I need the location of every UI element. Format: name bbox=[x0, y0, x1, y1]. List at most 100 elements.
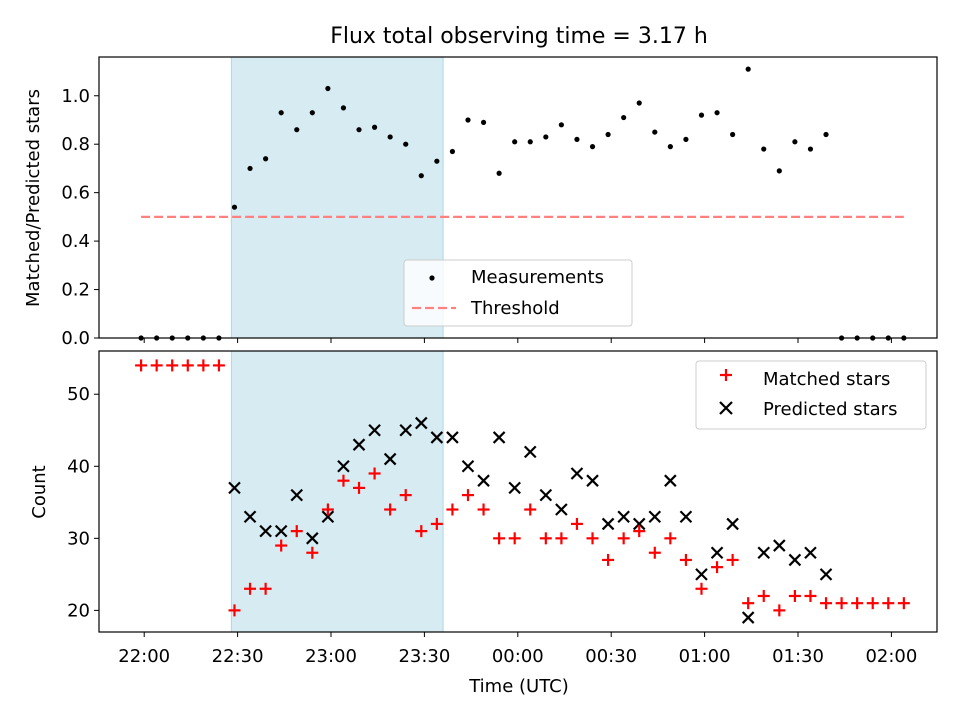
matched-star-point bbox=[306, 546, 319, 559]
matched-star-point bbox=[384, 503, 397, 516]
bottom-y-tick-label: 20 bbox=[67, 600, 90, 621]
predicted-star-point bbox=[306, 532, 319, 545]
measurement-point bbox=[776, 168, 782, 174]
measurement-point bbox=[263, 156, 269, 162]
predicted-star-point bbox=[383, 452, 397, 466]
predicted-star-point bbox=[555, 503, 568, 516]
measurement-point bbox=[761, 146, 767, 152]
top-y-tick-label: 0.0 bbox=[61, 328, 90, 349]
predicted-star-stroke bbox=[632, 517, 646, 531]
x-tick-label: 01:30 bbox=[772, 646, 824, 667]
matched-star-point bbox=[275, 539, 288, 552]
matched-star-point bbox=[679, 553, 692, 566]
measurement-point bbox=[418, 173, 424, 179]
legend-measurements-label: Measurements bbox=[471, 267, 604, 288]
measurement-point bbox=[589, 144, 596, 150]
matched-star-point bbox=[570, 517, 583, 530]
predicted-star-stroke bbox=[804, 546, 817, 560]
predicted-star-point bbox=[368, 423, 381, 437]
matched-star-point bbox=[586, 532, 599, 545]
matched-star-point bbox=[788, 589, 801, 602]
bottom-y-tick-label: 40 bbox=[67, 456, 90, 477]
measurement-point bbox=[512, 139, 518, 145]
predicted-star-point bbox=[664, 474, 677, 487]
x-tick-label: 23:00 bbox=[305, 646, 357, 667]
predicted-star-stroke bbox=[773, 539, 786, 552]
predicted-star-stroke bbox=[539, 488, 553, 502]
predicted-star-stroke bbox=[368, 423, 381, 437]
matched-star-point bbox=[477, 503, 490, 516]
matched-star-point bbox=[244, 582, 257, 595]
matched-star-point bbox=[555, 532, 568, 545]
measurement-point bbox=[636, 100, 642, 106]
legend-matched-label: Matched stars bbox=[763, 369, 890, 390]
legend-threshold-label: Threshold bbox=[470, 298, 560, 319]
predicted-star-point bbox=[430, 431, 444, 444]
predicted-star-stroke bbox=[555, 503, 568, 516]
predicted-star-stroke bbox=[477, 474, 490, 487]
x-tick-label: 22:30 bbox=[212, 646, 264, 667]
measurement-point bbox=[465, 117, 471, 123]
matched-star-point bbox=[228, 604, 241, 617]
predicted-star-point bbox=[259, 524, 272, 538]
measurement-point bbox=[403, 141, 409, 147]
matched-star-point bbox=[321, 503, 334, 516]
predicted-star-stroke bbox=[726, 517, 739, 531]
predicted-star-stroke bbox=[617, 510, 630, 523]
predicted-star-stroke bbox=[601, 517, 615, 531]
matched-star-point bbox=[757, 589, 770, 602]
matched-star-point bbox=[633, 525, 646, 538]
predicted-star-point bbox=[243, 510, 257, 523]
matched-star-point bbox=[368, 467, 381, 480]
x-tick-label: 22:00 bbox=[118, 646, 170, 667]
predicted-star-point bbox=[804, 546, 817, 560]
matched-star-point bbox=[212, 359, 225, 372]
predicted-star-stroke bbox=[741, 611, 755, 624]
predicted-star-point bbox=[741, 611, 755, 624]
matched-star-point bbox=[835, 597, 848, 610]
matched-star-point bbox=[695, 582, 708, 595]
matched-star-point bbox=[711, 561, 724, 574]
predicted-star-point bbox=[321, 510, 335, 523]
predicted-star-stroke bbox=[492, 431, 506, 444]
measurement-point bbox=[278, 110, 284, 116]
matched-star-point bbox=[866, 597, 879, 610]
predicted-star-stroke bbox=[508, 481, 521, 495]
predicted-star-stroke bbox=[695, 568, 708, 581]
predicted-star-point bbox=[399, 423, 412, 437]
predicted-star-stroke bbox=[415, 416, 428, 430]
measurement-point bbox=[480, 119, 487, 126]
matched-star-point bbox=[197, 359, 210, 372]
predicted-star-point bbox=[679, 510, 693, 523]
predicted-star-point bbox=[461, 460, 475, 473]
matched-star-point bbox=[882, 597, 895, 610]
bottom-y-axis-label: Count bbox=[29, 465, 50, 518]
matched-star-point bbox=[539, 532, 552, 545]
predicted-star-point bbox=[274, 524, 288, 538]
matched-star-point bbox=[493, 532, 506, 545]
predicted-star-point bbox=[290, 488, 304, 502]
predicted-star-stroke bbox=[788, 553, 802, 567]
matched-star-point bbox=[415, 525, 428, 538]
predicted-star-stroke bbox=[321, 510, 335, 523]
measurement-point bbox=[698, 112, 705, 118]
predicted-star-stroke bbox=[399, 423, 412, 437]
measurement-point bbox=[823, 131, 829, 138]
top-legend-box bbox=[403, 259, 633, 327]
matched-star-point bbox=[150, 359, 163, 372]
matched-star-point bbox=[617, 532, 630, 545]
predicted-star-point bbox=[539, 488, 553, 502]
measurement-point bbox=[745, 66, 751, 72]
predicted-star-stroke bbox=[383, 452, 397, 466]
top-y-tick-label: 1.0 bbox=[61, 86, 90, 107]
measurement-point bbox=[527, 139, 533, 145]
matched-star-point bbox=[524, 503, 537, 516]
matched-star-point bbox=[664, 532, 677, 545]
predicted-star-point bbox=[726, 517, 739, 531]
predicted-star-point bbox=[352, 438, 366, 451]
legend-measurements-marker bbox=[429, 275, 435, 281]
predicted-star-stroke bbox=[586, 474, 599, 487]
measurement-point bbox=[792, 139, 798, 145]
matched-star-point bbox=[446, 503, 459, 516]
measurement-point bbox=[558, 122, 564, 128]
